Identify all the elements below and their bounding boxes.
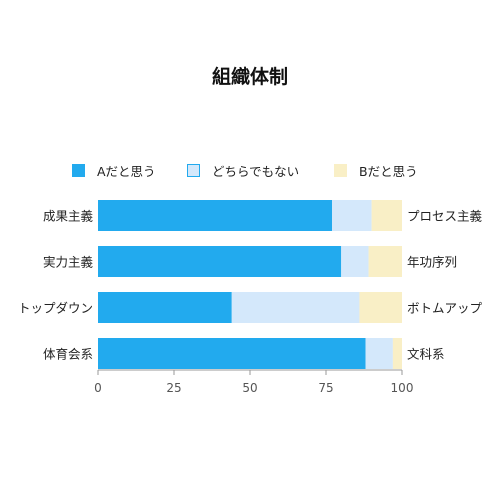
bar-segment-1-2 (332, 200, 372, 231)
legend-item-b: Bだと思う (334, 161, 418, 180)
legend: Aだと思う どちらでもない Bだと思う (72, 161, 432, 181)
bar-segment-1-3 (371, 200, 402, 231)
x-tick-label: 100 (391, 381, 414, 395)
legend-swatch-b (334, 164, 347, 177)
bar-segment-2-2 (341, 246, 369, 277)
x-tick-label: 50 (242, 381, 257, 395)
bar-segment-2-1 (98, 246, 342, 277)
right-category-label: ボトムアップ (407, 301, 483, 316)
x-tick-label: 75 (318, 381, 333, 395)
legend-label-a: Aだと思う (97, 164, 156, 179)
left-category-label: トップダウン (18, 301, 93, 316)
legend-swatch-a (72, 164, 85, 177)
bar-segment-3-1 (98, 292, 232, 323)
bar-segment-3-3 (359, 292, 402, 323)
legend-item-neutral: どちらでもない (187, 161, 299, 180)
right-category-label: 文科系 (407, 347, 445, 362)
left-category-label: 成果主義 (43, 209, 94, 224)
legend-label-b: Bだと思う (359, 164, 418, 179)
left-category-label: 実力主義 (43, 255, 94, 270)
legend-label-neutral: どちらでもない (212, 164, 300, 179)
bar-segment-1-1 (98, 200, 333, 231)
legend-swatch-neutral (187, 164, 200, 177)
bar-segment-4-2 (365, 338, 393, 369)
bar-segment-4-3 (392, 338, 402, 369)
right-category-label: 年功序列 (407, 255, 457, 270)
chart-title: 組織体制 (211, 66, 288, 88)
left-category-label: 体育会系 (43, 347, 93, 362)
legend-item-a: Aだと思う (72, 161, 156, 180)
x-tick-label: 25 (166, 381, 181, 395)
bar-segment-3-2 (231, 292, 360, 323)
bar-segment-2-3 (368, 246, 402, 277)
right-category-label: プロセス主義 (407, 209, 483, 224)
x-tick-label: 0 (94, 381, 102, 395)
bar-segment-4-1 (98, 338, 366, 369)
